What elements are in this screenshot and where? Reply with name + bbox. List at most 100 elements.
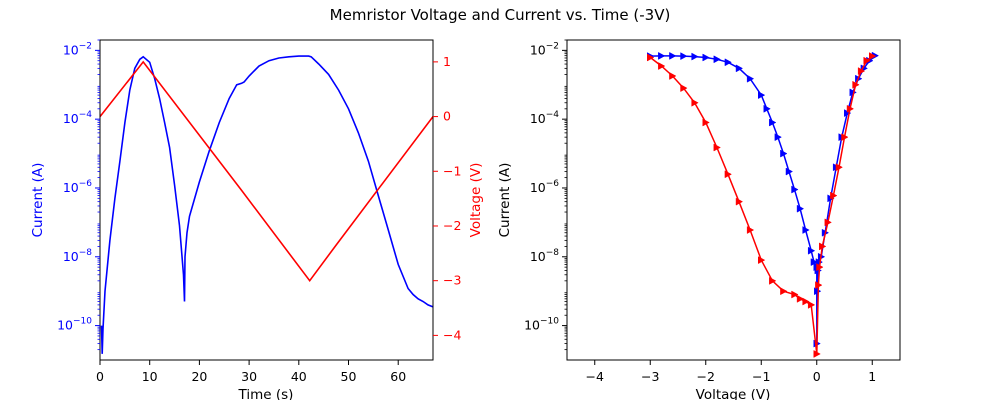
- blue-point: [746, 74, 755, 83]
- red-point: [647, 53, 655, 62]
- red-point: [791, 290, 799, 299]
- blue-point: [791, 185, 799, 194]
- right-y-axis-label: Current (A): [497, 163, 513, 238]
- red-point: [824, 218, 832, 227]
- red-point: [813, 350, 821, 358]
- left-x-axis-label: Time (s): [238, 387, 294, 400]
- blue-point: [785, 167, 794, 176]
- red-point: [658, 62, 666, 70]
- red-point: [780, 287, 788, 296]
- red-point: [846, 104, 855, 113]
- x-tick-label: −3: [641, 369, 659, 384]
- right-x-axis-label: Voltage (V): [696, 387, 771, 400]
- red-point: [680, 84, 688, 93]
- blue-point: [669, 51, 677, 60]
- right-y-axis: 10−10 10−8 10−6 10−4 10−2: [524, 39, 567, 351]
- red-point: [746, 226, 755, 234]
- red-point: [852, 80, 860, 89]
- red-point: [835, 163, 843, 172]
- y-tick-label: 10−10: [524, 317, 559, 333]
- red-point: [857, 67, 866, 75]
- y-tick-label: 10−4: [530, 110, 559, 126]
- red-point: [807, 300, 816, 309]
- red-point: [769, 276, 777, 285]
- x-tick-label: 60: [390, 369, 406, 384]
- red-point: [863, 56, 871, 65]
- x-tick-label: 0: [96, 369, 104, 384]
- red-point: [713, 143, 721, 152]
- red-point: [702, 118, 710, 127]
- red-point: [802, 297, 810, 306]
- blue-point: [796, 204, 805, 213]
- y-tick-label: 10−8: [530, 248, 559, 264]
- x-tick-label: 1: [868, 369, 876, 384]
- right-y-tick-label: −4: [443, 327, 461, 342]
- right-x-axis: −4 −3 −2 −1 0 1: [586, 360, 876, 384]
- blue-point: [735, 64, 744, 73]
- left-right-y-axis-label: Voltage (V): [468, 163, 484, 238]
- red-point: [669, 72, 677, 80]
- left-plot-frame: [99, 39, 434, 361]
- current-line: [100, 55, 434, 354]
- left-right-y-axis: 1 0 −1 −2 −3 −4: [433, 54, 461, 342]
- y-tick-label: 10−8: [63, 248, 92, 264]
- blue-point: [702, 53, 710, 62]
- x-tick-label: 20: [191, 369, 207, 384]
- blue-point: [774, 133, 782, 142]
- red-point: [869, 52, 877, 61]
- right-y-tick-label: 0: [443, 109, 451, 124]
- blue-point: [802, 226, 810, 234]
- blue-point: [810, 258, 819, 267]
- y-tick-label: 10−4: [63, 110, 92, 126]
- blue-point: [769, 118, 777, 127]
- left-y-axis: 10−10 10−8 10−6 10−4 10−2: [57, 39, 100, 351]
- x-tick-label: 10: [142, 369, 158, 384]
- blue-point: [724, 58, 732, 67]
- blue-point: [713, 55, 721, 64]
- x-tick-label: −4: [586, 369, 604, 384]
- red-point: [758, 256, 766, 265]
- blue-point: [680, 52, 688, 61]
- blue-point: [807, 246, 816, 255]
- right-plot-marks: [647, 51, 880, 358]
- figure-title: Memristor Voltage and Current vs. Time (…: [330, 6, 671, 24]
- red-point: [691, 98, 699, 107]
- blue-point: [763, 104, 771, 113]
- blue-point: [658, 51, 666, 60]
- right-chart: −4 −3 −2 −1 0 1 10−10 10−8 10−6 10−4 10−2 Voltage…: [497, 39, 901, 400]
- red-point: [815, 281, 823, 290]
- left-x-axis: 0 10 20 30 40 50 60: [96, 360, 406, 384]
- red-point: [830, 191, 838, 200]
- voltage-line: [99, 60, 434, 283]
- y-tick-label: 10−6: [530, 179, 559, 195]
- right-y-tick-label: −2: [443, 218, 461, 233]
- left-plot-lines: [99, 55, 434, 354]
- x-tick-label: −2: [697, 369, 715, 384]
- y-tick-label: 10−2: [63, 41, 92, 57]
- blue-point: [780, 149, 788, 158]
- red-point: [816, 263, 824, 272]
- right-y-tick-label: −3: [443, 273, 461, 288]
- x-tick-label: 50: [341, 369, 357, 384]
- red-point: [796, 294, 805, 303]
- right-y-tick-label: 1: [443, 54, 451, 69]
- y-tick-label: 10−10: [57, 317, 92, 333]
- blue-point: [758, 91, 766, 100]
- y-tick-label: 10−6: [63, 179, 92, 195]
- red-point: [819, 242, 827, 251]
- left-y-axis-label: Current (A): [30, 163, 46, 238]
- y-tick-label: 10−2: [530, 41, 559, 57]
- red-point: [724, 170, 732, 179]
- x-tick-label: −1: [752, 369, 770, 384]
- red-point: [841, 133, 849, 142]
- x-tick-label: 30: [241, 369, 257, 384]
- x-tick-label: 0: [813, 369, 821, 384]
- blue-point: [691, 52, 699, 61]
- x-tick-label: 40: [291, 369, 307, 384]
- right-plot-frame: [566, 39, 901, 361]
- right-y-tick-label: −1: [443, 163, 461, 178]
- red-point: [735, 197, 744, 206]
